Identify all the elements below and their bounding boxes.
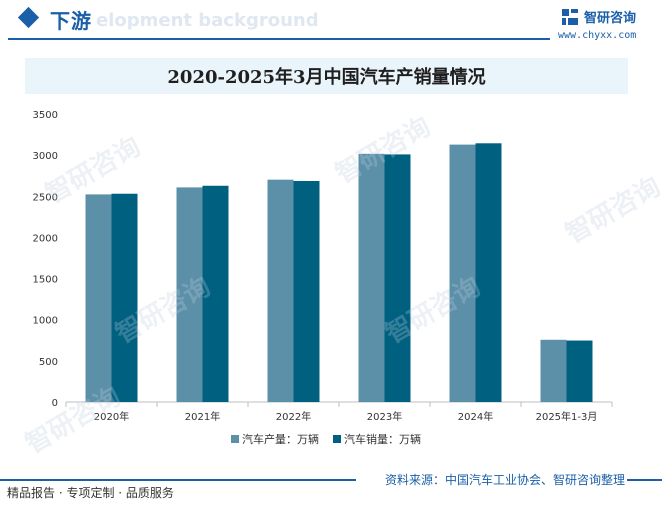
x-tick-label: 2024年 [458, 410, 493, 423]
section-subtitle: elopment background [96, 10, 319, 31]
footer-divider [0, 479, 356, 481]
y-tick-label: 0 [52, 398, 58, 409]
sales-bar [293, 180, 320, 402]
section-title: 下游 [50, 9, 92, 33]
chart-title-band: 2020-2025年3月中国汽车产销量情况 [25, 58, 628, 94]
brand-logo-icon [562, 9, 578, 25]
header-bar: 下游 elopment background 智研咨询 www.chyxx.co… [0, 0, 662, 41]
production-bar [358, 153, 385, 402]
x-tick-label: 2020年 [94, 410, 129, 423]
legend-label: 汽车销量：万辆 [344, 432, 421, 446]
y-tick-label: 2500 [33, 192, 58, 203]
brand-name: 智研咨询 [584, 11, 637, 26]
sales-bar [111, 193, 138, 402]
y-tick-label: 1500 [33, 275, 58, 286]
x-tick-label: 2025年1-3月 [536, 410, 598, 423]
production-bar [85, 194, 112, 402]
chart-title: 2020-2025年3月中国汽车产销量情况 [167, 67, 486, 88]
y-tick-label: 3500 [33, 110, 58, 121]
x-tick-label: 2023年 [367, 410, 402, 423]
production-bar [267, 179, 294, 402]
brand-url: www.chyxx.com [558, 30, 637, 41]
production-bar [176, 187, 203, 402]
y-tick-label: 1000 [33, 316, 58, 327]
footer-divider [610, 479, 662, 481]
sales-bar [566, 340, 593, 402]
y-tick-label: 3000 [33, 151, 58, 162]
legend-swatch [231, 435, 239, 443]
sales-bar [475, 143, 502, 403]
sales-bar [384, 154, 411, 402]
y-tick-label: 2000 [33, 233, 58, 244]
sales-bar [202, 185, 229, 402]
data-source-note: 资料来源：中国汽车工业协会、智研咨询整理 [383, 471, 628, 488]
header-divider [8, 38, 550, 40]
footer-tagline: 精品报告 · 专项定制 · 品质服务 [7, 486, 174, 500]
x-tick-label: 2022年 [276, 410, 311, 423]
legend-swatch [333, 435, 341, 443]
production-bar [540, 339, 567, 402]
x-tick-label: 2021年 [185, 410, 220, 423]
y-tick-label: 500 [39, 357, 58, 368]
production-bar [449, 144, 476, 402]
legend-label: 汽车产量：万辆 [242, 432, 319, 446]
